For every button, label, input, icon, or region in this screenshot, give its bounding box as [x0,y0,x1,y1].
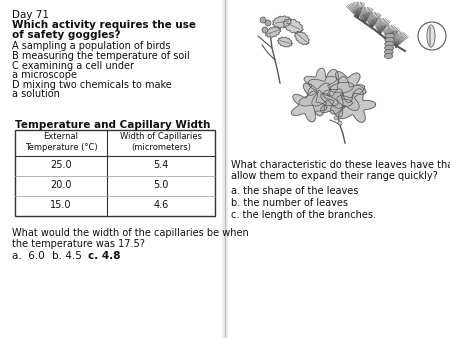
Text: Temperature and Capillary Width: Temperature and Capillary Width [15,120,211,130]
Text: Width of Capillaries
(micrometers): Width of Capillaries (micrometers) [120,132,202,152]
Polygon shape [266,27,280,37]
Text: a. the shape of the leaves: a. the shape of the leaves [231,186,358,196]
Text: Which activity requires the use: Which activity requires the use [12,20,196,30]
Circle shape [260,17,266,23]
Text: 20.0: 20.0 [50,180,72,190]
Text: B measuring the temperature of soil: B measuring the temperature of soil [12,51,190,61]
Polygon shape [295,31,309,45]
Text: allow them to expand their range quickly?: allow them to expand their range quickly… [231,171,438,181]
Ellipse shape [385,38,395,43]
Circle shape [338,121,342,125]
Bar [15,130,215,216]
Circle shape [334,116,338,120]
Text: 4.6: 4.6 [153,200,169,210]
Polygon shape [330,72,366,102]
Polygon shape [320,89,352,117]
Text: Day 71: Day 71 [12,10,49,20]
Text: C examining a cell under: C examining a cell under [12,61,134,71]
Ellipse shape [384,49,393,54]
Polygon shape [323,77,364,114]
Text: 5.4: 5.4 [153,160,169,170]
Text: 5.0: 5.0 [153,180,169,190]
Bar [0,0,222,338]
Circle shape [265,20,271,26]
Ellipse shape [385,33,395,39]
Polygon shape [427,25,435,47]
Text: 15.0: 15.0 [50,200,72,210]
Text: c. 4.8: c. 4.8 [88,251,121,261]
Polygon shape [299,83,338,116]
Bar [228,0,450,338]
Polygon shape [283,19,303,33]
Text: b. 4.5: b. 4.5 [52,251,82,261]
Text: the temperature was 17.5?: the temperature was 17.5? [12,239,145,249]
Text: A sampling a population of birds: A sampling a population of birds [12,41,171,51]
Polygon shape [292,91,327,122]
Polygon shape [304,68,337,96]
Text: of safety goggles?: of safety goggles? [12,30,121,40]
Text: What would the width of the capillaries be when: What would the width of the capillaries … [12,228,249,238]
Text: External
Temperature (°C): External Temperature (°C) [25,132,97,152]
Text: 25.0: 25.0 [50,160,72,170]
Text: a.  6.0: a. 6.0 [12,251,45,261]
Circle shape [262,27,268,33]
Ellipse shape [385,46,394,50]
Polygon shape [337,89,376,122]
Text: a microscope: a microscope [12,70,77,80]
Text: c. the length of the branches.: c. the length of the branches. [231,210,376,220]
Polygon shape [273,16,292,28]
Text: What characteristic do these leaves have that: What characteristic do these leaves have… [231,160,450,170]
Ellipse shape [385,42,394,47]
Polygon shape [278,37,292,47]
Polygon shape [308,70,354,108]
Ellipse shape [384,53,393,58]
Text: D mixing two chemicals to make: D mixing two chemicals to make [12,80,172,90]
Text: a solution: a solution [12,89,60,99]
Text: b. the number of leaves: b. the number of leaves [231,198,348,208]
